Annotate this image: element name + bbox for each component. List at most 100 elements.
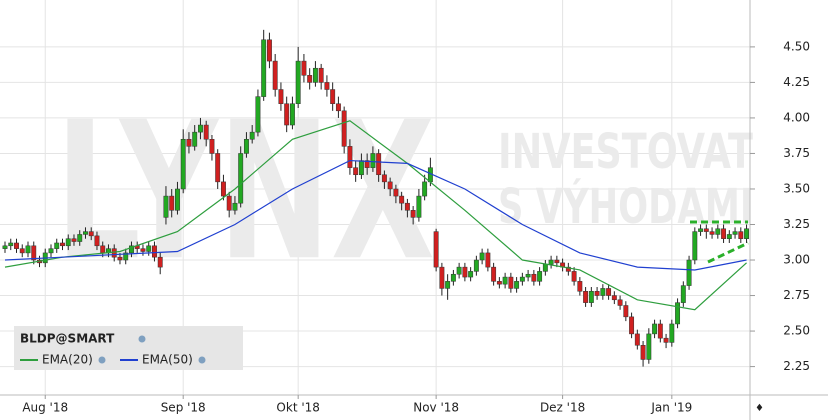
candle-body: [180, 138, 186, 190]
candle-body: [611, 295, 617, 301]
candle-body: [669, 323, 675, 343]
candle-body: [330, 89, 336, 104]
candle-body: [410, 210, 416, 218]
candle-body: [617, 299, 623, 306]
candle-body: [100, 245, 106, 254]
y-tick-label: 4.25: [783, 75, 810, 89]
candle-body: [169, 195, 175, 211]
candle-body: [19, 248, 25, 254]
candle-body: [640, 345, 646, 360]
y-tick-label: 3.00: [783, 253, 810, 267]
candle-body: [272, 60, 278, 90]
candle-body: [341, 110, 347, 147]
y-tick-label: 2.25: [783, 359, 810, 373]
candle-body: [318, 67, 324, 83]
candle-body: [588, 291, 594, 303]
candle-body: [404, 202, 410, 211]
candle-body: [289, 103, 295, 126]
candle-body: [8, 242, 14, 247]
candle-body: [468, 271, 474, 278]
candle-body: [284, 103, 290, 126]
y-tick-label: 2.50: [783, 324, 810, 338]
legend-label: EMA(50): [142, 353, 193, 367]
legend: EMA(20) EMA(50): [20, 353, 206, 367]
candle-body: [140, 248, 146, 252]
candle-body: [715, 228, 721, 235]
legend-box: [14, 326, 243, 370]
candle-body: [249, 131, 255, 140]
candle-body: [548, 259, 554, 265]
candle-body: [123, 252, 129, 261]
candle-body: [152, 245, 157, 258]
candle-body: [422, 181, 428, 197]
candle-body: [646, 333, 652, 360]
y-tick-label: 4.50: [783, 39, 810, 53]
candle-body: [709, 231, 715, 235]
candle-body: [60, 242, 65, 247]
candle-body: [146, 245, 152, 252]
watermark-line: INVESTOVAT: [498, 124, 753, 180]
candle-body: [583, 291, 589, 303]
candle-body: [209, 138, 215, 154]
candle-body: [220, 181, 226, 197]
candle-body: [698, 228, 704, 232]
candle-body: [192, 131, 198, 147]
candle-body: [623, 305, 629, 318]
y-tick-label: 2.75: [783, 288, 810, 302]
scroll-icon[interactable]: ♦: [755, 403, 764, 414]
candle-body: [537, 271, 543, 282]
candle-body: [295, 60, 301, 104]
candle-body: [71, 238, 77, 242]
candle-body: [594, 291, 600, 296]
candle-body: [65, 238, 71, 247]
candle-body: [83, 231, 88, 235]
settings-icon[interactable]: [198, 356, 206, 364]
candle-body: [347, 146, 353, 168]
candle-body: [680, 285, 686, 303]
candle-body: [531, 273, 537, 282]
candle-body: [203, 124, 209, 140]
candle-body: [157, 256, 163, 268]
candle-body: [565, 266, 571, 272]
candle-body: [31, 245, 37, 261]
candle-body: [381, 174, 387, 183]
candle-body: [387, 181, 393, 190]
candle-body: [129, 245, 134, 254]
candle-body: [307, 75, 313, 83]
candle-body: [77, 234, 83, 242]
candle-body: [48, 248, 54, 254]
candle-body: [502, 276, 508, 285]
candle-body: [703, 228, 709, 232]
legend-label: EMA(20): [42, 353, 93, 367]
candle-body: [111, 248, 117, 258]
candle-body: [163, 195, 169, 218]
candle-body: [686, 259, 692, 286]
settings-icon[interactable]: [98, 356, 106, 364]
x-tick-label: Dez '18: [540, 401, 585, 415]
y-tick-label: 3.50: [783, 181, 810, 195]
ema-line: [4, 120, 747, 311]
watermark-line: S VÝHODAMI: [498, 178, 753, 235]
candle-body: [370, 153, 376, 168]
candle-body: [738, 231, 744, 239]
candle-body: [416, 195, 422, 218]
settings-icon[interactable]: [138, 335, 146, 343]
watermark-logo: LYNX: [55, 81, 435, 302]
candle-body: [364, 160, 370, 168]
candle-body: [663, 337, 669, 343]
candle-body: [226, 195, 232, 211]
candle-body: [675, 302, 681, 325]
candle-body: [255, 96, 261, 133]
candle-body: [577, 281, 583, 292]
candle-body: [266, 39, 272, 62]
candle-body: [186, 138, 192, 147]
candle-body: [606, 288, 612, 296]
annotation: [690, 220, 749, 264]
candle-body: [525, 273, 531, 278]
candle-body: [744, 228, 750, 239]
y-tick-label: 3.25: [783, 217, 810, 231]
candle-body: [508, 276, 514, 289]
candle-body: [175, 188, 180, 211]
candle-body: [393, 188, 399, 197]
candle-body: [261, 39, 267, 97]
